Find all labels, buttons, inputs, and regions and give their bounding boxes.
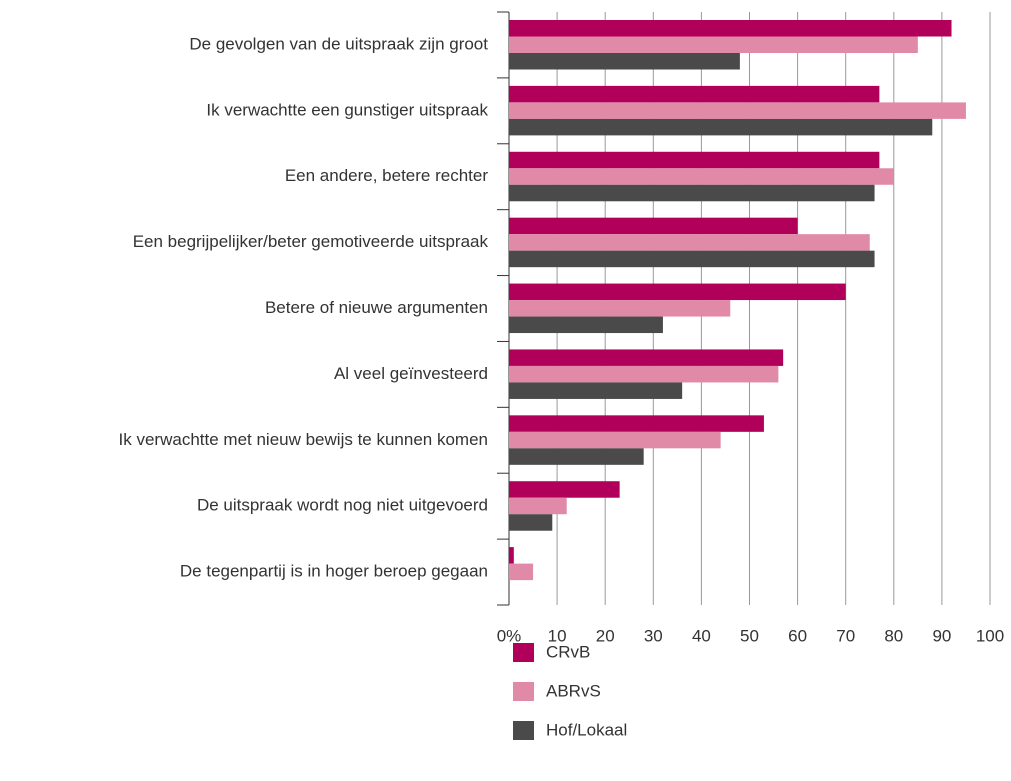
legend-swatch: [513, 643, 534, 662]
bar: [509, 168, 894, 185]
bar: [509, 415, 764, 432]
x-tick-label: 30: [644, 626, 663, 645]
bar: [509, 184, 875, 202]
legend-label: ABRvS: [546, 681, 601, 700]
legend-swatch: [513, 721, 534, 740]
bar: [509, 563, 534, 581]
bar: [509, 283, 846, 301]
bar: [509, 547, 514, 564]
bar: [509, 514, 553, 531]
y-tick-label: De tegenpartij is in hoger beroep gegaan: [180, 562, 488, 581]
bar: [509, 497, 567, 515]
bar: [509, 481, 620, 498]
bar: [509, 365, 779, 383]
x-tick-label: 0%: [497, 626, 522, 645]
x-tick-label: 70: [836, 626, 855, 645]
legend-label: Hof/Lokaal: [546, 720, 627, 739]
y-tick-label: Ik verwachtte een gunstiger uitspraak: [206, 100, 488, 119]
bar: [509, 349, 784, 366]
x-tick-label: 60: [788, 626, 807, 645]
bar: [509, 250, 875, 268]
bar: [509, 53, 740, 70]
bar: [509, 300, 731, 317]
x-tick-label: 100: [976, 626, 1004, 645]
y-tick-label: De uitspraak wordt nog niet uitgevoerd: [197, 496, 488, 515]
bar: [509, 448, 644, 465]
x-tick-label: 40: [692, 626, 711, 645]
legend-swatch: [513, 682, 534, 701]
bar: [509, 118, 933, 136]
bar: [509, 151, 880, 169]
bar: [509, 431, 721, 449]
y-tick-label: Ik verwachtte met nieuw bewijs te kunnen…: [119, 430, 488, 449]
bar: [509, 382, 683, 399]
y-tick-label: De gevolgen van de uitspraak zijn groot: [189, 34, 488, 53]
y-tick-label: Al veel geïnvesteerd: [334, 364, 488, 383]
bar: [509, 20, 952, 37]
bar: [509, 234, 870, 251]
y-tick-label: Een andere, betere rechter: [285, 166, 489, 185]
x-tick-label: 90: [932, 626, 951, 645]
y-tick-label: Betere of nieuwe argumenten: [265, 298, 488, 317]
bar: [509, 316, 663, 334]
bar: [509, 85, 880, 103]
legend-label: CRvB: [546, 642, 590, 661]
x-tick-label: 10: [548, 626, 567, 645]
y-tick-label: Een begrijpelijker/beter gemotiveerde ui…: [133, 232, 489, 251]
bar: [509, 102, 966, 119]
x-tick-label: 80: [884, 626, 903, 645]
bar: [509, 217, 798, 235]
bar: [509, 36, 918, 53]
x-tick-label: 20: [596, 626, 615, 645]
x-tick-label: 50: [740, 626, 759, 645]
